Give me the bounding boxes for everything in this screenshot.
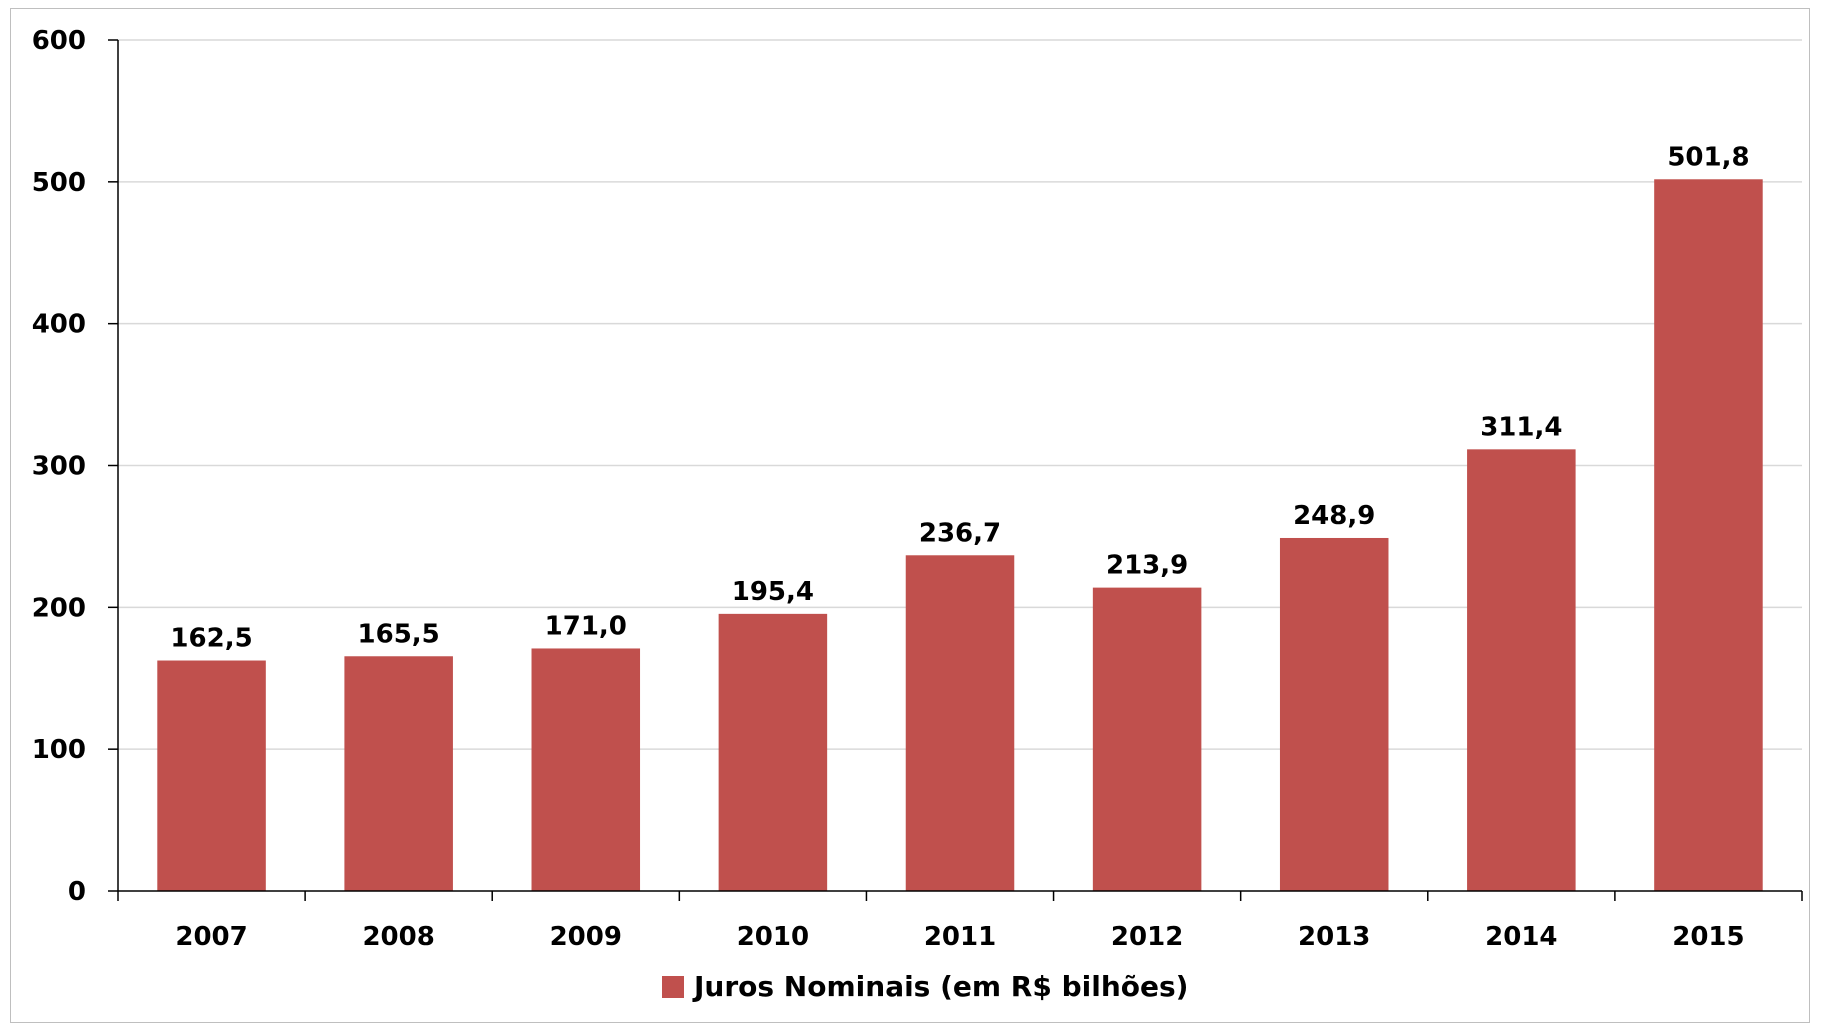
x-tick-label: 2011 (924, 922, 996, 952)
bar-2008 (344, 656, 453, 891)
bar-2015 (1654, 179, 1763, 891)
bar-2012 (1092, 587, 1202, 891)
data-label-2011: 236,7 (919, 518, 1001, 548)
data-label-2015: 501,8 (1667, 142, 1749, 172)
x-tick-label: 2009 (550, 922, 622, 952)
data-label-2014: 311,4 (1480, 412, 1562, 442)
x-tick-label: 2014 (1485, 922, 1557, 952)
y-tick-label: 500 (32, 168, 86, 198)
data-label-2012: 213,9 (1106, 551, 1188, 581)
legend-swatch (662, 976, 684, 998)
y-tick-label: 100 (32, 735, 86, 765)
y-axis-ticks: 0 100 200 300 400 500 600 (32, 26, 118, 907)
data-label-2007: 162,5 (170, 624, 252, 654)
bar-2010 (718, 613, 828, 891)
x-tick-label: 2007 (175, 922, 247, 952)
y-tick-label: 300 (32, 452, 86, 482)
x-tick-label: 2015 (1672, 922, 1744, 952)
x-axis-ticks: 2007 2008 2009 2010 2011 2012 2013 2014 2015 (117, 891, 1803, 952)
x-tick-label: 2008 (362, 922, 434, 952)
data-label-2008: 165,5 (358, 619, 440, 649)
y-tick-label: 600 (32, 26, 86, 56)
legend: Juros Nominais (em R$ bilhões) (662, 970, 1188, 1003)
x-tick-label: 2012 (1111, 922, 1183, 952)
x-tick-label: 2010 (737, 922, 809, 952)
bar-2011 (905, 555, 1015, 891)
bars (157, 179, 1763, 891)
bar-2013 (1279, 537, 1389, 891)
data-labels: 162,5 165,5 171,0 195,4 236,7 213,9 248,9 311,4… (170, 142, 1749, 653)
y-tick-label: 200 (32, 593, 86, 623)
bar-2009 (531, 648, 641, 891)
bar-2014 (1467, 449, 1576, 891)
legend-label: Juros Nominais (em R$ bilhões) (692, 970, 1188, 1003)
y-tick-label: 400 (32, 310, 86, 340)
data-label-2013: 248,9 (1293, 501, 1375, 531)
data-label-2010: 195,4 (732, 577, 814, 607)
x-tick-label: 2013 (1298, 922, 1370, 952)
y-tick-label: 0 (68, 877, 86, 907)
data-label-2009: 171,0 (545, 611, 627, 641)
bar-2007 (157, 660, 266, 891)
